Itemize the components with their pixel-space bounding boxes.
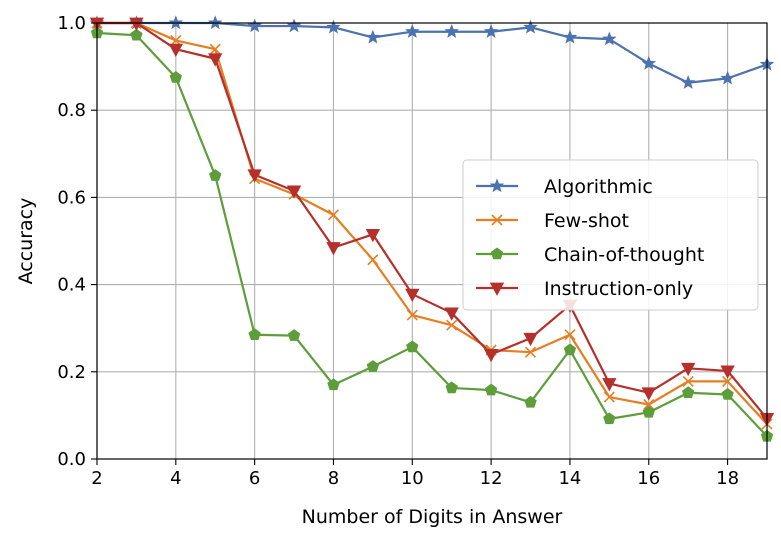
data-point-algorithmic [483,24,499,38]
data-point-instruction-only [247,169,262,183]
series-line-algorithmic [97,21,768,84]
legend-entry-chain-of-thought: Chain-of-thought [476,244,704,266]
data-point-chain-of-thought [366,360,380,372]
data-point-chain-of-thought [169,71,183,83]
data-point-chain-of-thought [563,343,577,356]
series-line-few-shot [97,21,768,425]
x-tick-label: 8 [328,468,339,489]
data-point-few-shot [446,319,458,331]
data-point-instruction-only [286,185,302,199]
data-point-instruction-only [523,332,538,347]
legend-entry-few-shot: Few-shot [476,210,629,232]
data-point-chain-of-thought [130,28,143,41]
data-point-few-shot [406,309,418,321]
data-point-algorithmic [405,24,420,38]
y-tick-label: 0.8 [57,100,86,121]
series-lines [89,15,775,442]
x-tick-label: 10 [401,468,424,489]
y-tick-label: 1.0 [57,13,86,34]
data-point-few-shot [367,254,379,266]
data-point-few-shot [524,346,537,358]
series-instruction-only [89,17,775,427]
x-tick-label: 12 [480,468,503,489]
y-tick-label: 0.6 [57,187,86,208]
data-point-algorithmic [562,29,578,44]
data-point-chain-of-thought [484,383,498,396]
x-tick-label: 2 [91,468,102,489]
data-point-algorithmic [720,70,735,85]
legend-label: Chain-of-thought [544,244,704,266]
data-point-chain-of-thought [524,395,537,408]
data-point-algorithmic [641,55,657,70]
data-point-instruction-only [681,362,696,377]
series-line-instruction-only [97,21,768,420]
data-point-instruction-only [326,242,341,256]
legend-marker [489,282,505,296]
x-tick-label: 4 [170,468,181,489]
legend-label: Algorithmic [544,176,653,198]
data-point-instruction-only [602,378,617,392]
data-point-few-shot [209,43,221,55]
data-point-algorithmic [208,15,223,30]
data-point-few-shot [327,209,340,221]
data-point-chain-of-thought [209,169,222,181]
legend-marker [489,178,505,193]
data-point-instruction-only [208,53,223,67]
x-tick-label: 6 [249,468,260,489]
y-tick-label: 0.0 [57,449,86,470]
data-point-few-shot [603,391,615,403]
series-line-chain-of-thought [96,31,768,438]
data-point-algorithmic [680,75,696,89]
data-point-algorithmic [523,19,538,34]
data-point-chain-of-thought [721,387,734,400]
legend-label: Few-shot [544,210,629,232]
data-point-chain-of-thought [287,329,301,341]
y-tick-label: 0.4 [57,275,86,296]
data-point-algorithmic [365,29,381,44]
legend: Algorithmic Few-shot Chain-of-thought Instr… [462,159,759,311]
data-point-few-shot [643,398,655,411]
data-point-instruction-only [365,229,381,243]
data-point-chain-of-thought [642,405,655,418]
data-point-chain-of-thought [681,386,695,398]
legend-marker [491,214,503,226]
data-point-chain-of-thought [327,378,340,391]
x-axis-label: Number of Digits in Answer [302,506,563,528]
y-tick-label: 0.2 [57,362,86,383]
series-algorithmic [89,15,775,89]
data-point-instruction-only [405,288,420,303]
legend-entry-algorithmic: Algorithmic [476,176,653,198]
data-point-algorithmic [168,15,184,30]
data-point-chain-of-thought [603,412,616,425]
data-point-instruction-only [483,348,499,363]
data-point-chain-of-thought [406,340,419,353]
data-point-few-shot [564,329,576,341]
data-point-algorithmic [444,24,459,38]
legend-marker [490,247,504,260]
legend-entry-instruction-only: Instruction-only [476,278,693,300]
x-tick-label: 16 [637,468,660,489]
y-axis-label: Accuracy [15,198,37,285]
x-tick-label: 18 [716,468,739,489]
data-point-chain-of-thought [248,328,261,340]
data-point-instruction-only [168,43,183,57]
data-point-instruction-only [641,387,656,401]
data-point-algorithmic [286,18,302,33]
plot-frame [96,22,768,460]
axis-ticks: 2 4 6 8 10 12 14 16 18 0.0 0.2 0.4 0.6 0.8 1.0 [57,13,739,489]
data-point-instruction-only [444,307,459,321]
data-point-instruction-only [129,17,144,31]
data-point-algorithmic [247,18,262,33]
data-point-algorithmic [602,31,617,46]
data-point-instruction-only [720,365,735,379]
data-point-algorithmic [326,19,341,34]
x-tick-label: 14 [558,468,581,489]
data-point-few-shot [722,375,734,387]
legend-label: Instruction-only [544,278,693,300]
data-point-few-shot [682,375,694,387]
legend-box [462,159,759,311]
data-point-chain-of-thought [445,381,458,394]
